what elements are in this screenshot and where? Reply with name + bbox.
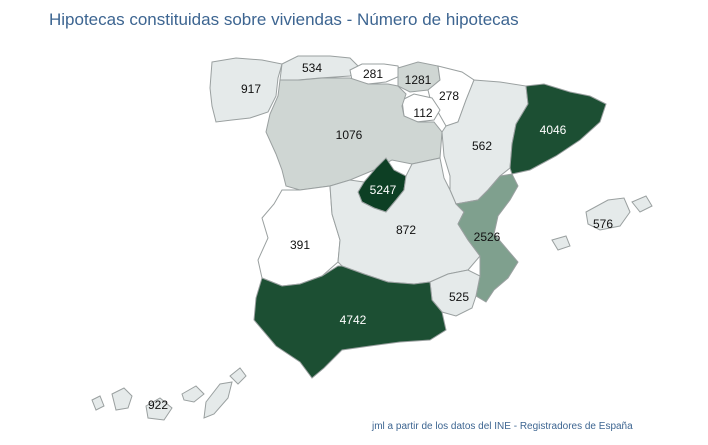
region-value-label: 391: [290, 238, 310, 252]
region-value-label: 922: [148, 398, 168, 412]
region-value-label: 562: [472, 139, 492, 153]
region-value-label: 525: [449, 290, 469, 304]
region-value-label: 1076: [336, 128, 363, 142]
region-value-label: 872: [396, 223, 416, 237]
region-value-label: 1281: [405, 73, 432, 87]
region-value-label: 4742: [340, 313, 367, 327]
region-andalucia[interactable]: [253, 265, 447, 379]
region-value-label: 2526: [474, 230, 501, 244]
region-value-label: 917: [241, 82, 261, 96]
region-baleares[interactable]: [551, 195, 653, 251]
region-value-label: 278: [439, 89, 459, 103]
region-value-label: 281: [363, 67, 383, 81]
region-value-label: 576: [593, 217, 613, 231]
region-value-label: 534: [302, 61, 322, 75]
map-title: Hipotecas constituidas sobre viviendas -…: [49, 10, 519, 29]
region-canarias[interactable]: [91, 367, 247, 421]
region-value-label: 112: [413, 106, 432, 120]
source-credit: jml a partir de los datos del INE - Regi…: [372, 421, 633, 432]
region-value-label: 5247: [370, 183, 397, 197]
region-value-label: 4046: [540, 123, 567, 137]
region-galicia[interactable]: [209, 57, 283, 123]
region-valencia[interactable]: [454, 173, 519, 303]
region-extremadura[interactable]: [257, 185, 341, 287]
region-cataluna[interactable]: [509, 83, 607, 175]
